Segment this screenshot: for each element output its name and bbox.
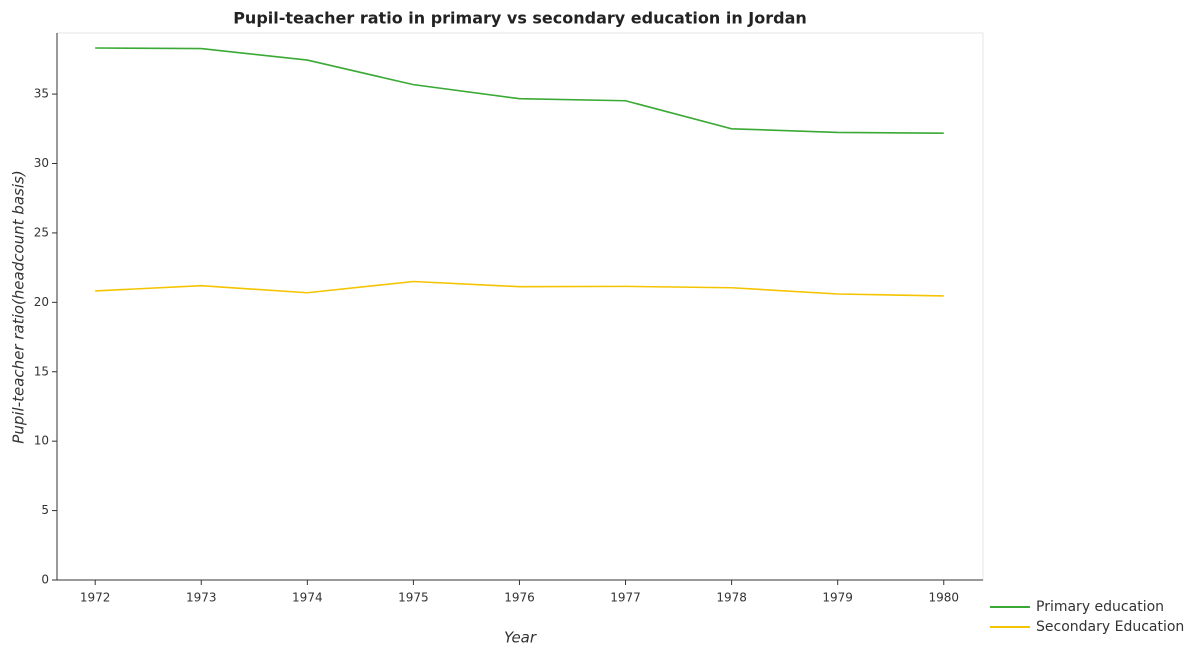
chart-title: Pupil-teacher ratio in primary vs second… bbox=[233, 9, 807, 28]
y-tick-label: 15 bbox=[34, 364, 49, 378]
y-axis-label: Pupil-teacher ratio(headcount basis) bbox=[10, 170, 28, 443]
legend-label: Primary education bbox=[1036, 599, 1164, 615]
x-tick-label: 1980 bbox=[928, 591, 959, 605]
x-tick-label: 1975 bbox=[398, 591, 429, 605]
x-tick-label: 1973 bbox=[186, 591, 217, 605]
plot-frame bbox=[56, 32, 984, 581]
x-tick-label: 1976 bbox=[504, 591, 535, 605]
data-line bbox=[95, 47, 944, 135]
y-tick-label: 30 bbox=[34, 156, 49, 170]
y-tick-label: 5 bbox=[41, 503, 49, 517]
y-tick-label: 20 bbox=[34, 295, 49, 309]
x-tick-label: 1974 bbox=[292, 591, 323, 605]
x-tick-label: 1978 bbox=[716, 591, 747, 605]
x-tick-label: 1977 bbox=[610, 591, 641, 605]
y-tick-label: 35 bbox=[34, 87, 49, 101]
x-tick-label: 1979 bbox=[822, 591, 853, 605]
x-axis-label: Year bbox=[504, 629, 537, 647]
legend-label: Secondary Education bbox=[1036, 619, 1184, 635]
y-tick-label: 25 bbox=[34, 225, 49, 239]
x-tick-label: 1972 bbox=[80, 591, 111, 605]
data-line bbox=[95, 280, 944, 297]
y-tick-label: 10 bbox=[34, 434, 49, 448]
y-tick-label: 0 bbox=[41, 573, 49, 587]
